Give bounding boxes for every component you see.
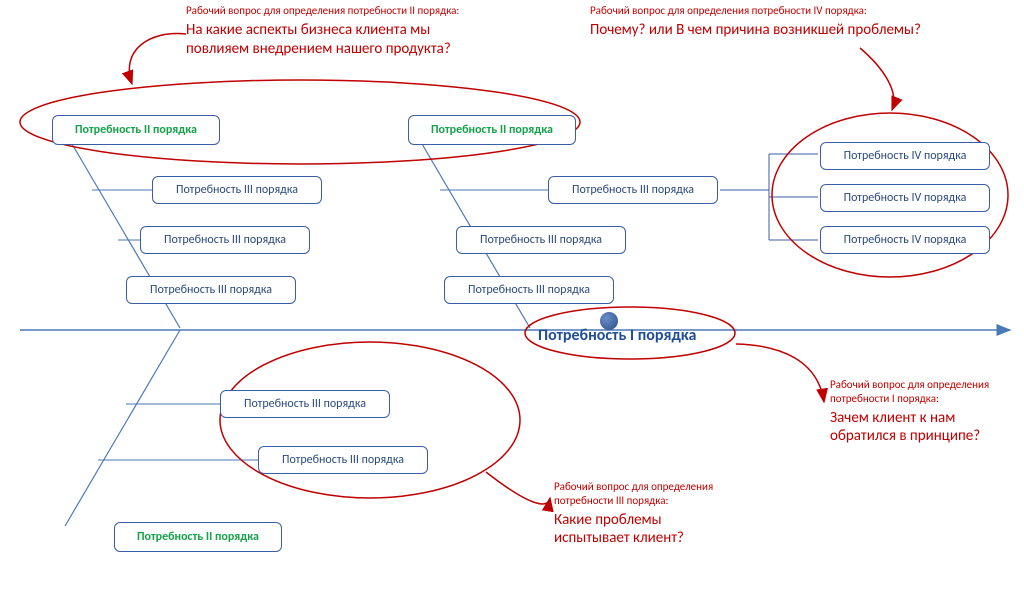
node-iii-left-1: Потребность III порядка — [140, 226, 310, 254]
node-ii-1: Потребность II порядка — [408, 115, 576, 145]
annotation-small: Рабочий вопрос для определения потребнос… — [590, 4, 1010, 18]
annotation-small: Рабочий вопрос для определения потребнос… — [830, 378, 1020, 406]
node-iv-1: Потребность IV порядка — [820, 184, 990, 212]
annotation-big: Почему? или В чем причина возникшей проб… — [590, 21, 921, 39]
annotation-a_i: Рабочий вопрос для определения потребнос… — [830, 378, 1020, 446]
spine-label: Потребность I порядка — [538, 326, 696, 345]
node-iii-mid-0: Потребность III порядка — [548, 176, 718, 204]
node-ii-2: Потребность II порядка — [114, 522, 282, 552]
node-iii-left-0: Потребность III порядка — [152, 176, 322, 204]
node-iii-mid-2: Потребность III порядка — [444, 276, 614, 304]
fishbone-diagram: Потребность II порядка Потребность II пор… — [0, 0, 1024, 604]
annotation-a_iii: Рабочий вопрос для определения потребнос… — [554, 480, 764, 548]
node-iv-2: Потребность IV порядка — [820, 226, 990, 254]
node-iii-left-2: Потребность III порядка — [126, 276, 296, 304]
node-iii-bottom-1: Потребность III порядка — [258, 446, 428, 474]
annotation-small: Рабочий вопрос для определения потребнос… — [186, 4, 586, 18]
node-iii-mid-1: Потребность III порядка — [456, 226, 626, 254]
annotation-a_ii: Рабочий вопрос для определения потребнос… — [186, 4, 586, 58]
annotation-big: Зачем клиент к намобратился в принципе? — [830, 409, 980, 446]
annotation-a_iv: Рабочий вопрос для определения потребнос… — [590, 4, 1010, 40]
spine-dot — [600, 312, 618, 330]
annotation-small: Рабочий вопрос для определения потребнос… — [554, 480, 764, 508]
annotation-big: На какие аспекты бизнеса клиента мыповли… — [186, 21, 451, 58]
node-ii-0: Потребность II порядка — [52, 115, 220, 145]
node-iv-0: Потребность IV порядка — [820, 142, 990, 170]
annotation-big: Какие проблемыиспытывает клиент? — [554, 511, 684, 548]
node-iii-bottom-0: Потребность III порядка — [220, 390, 390, 418]
